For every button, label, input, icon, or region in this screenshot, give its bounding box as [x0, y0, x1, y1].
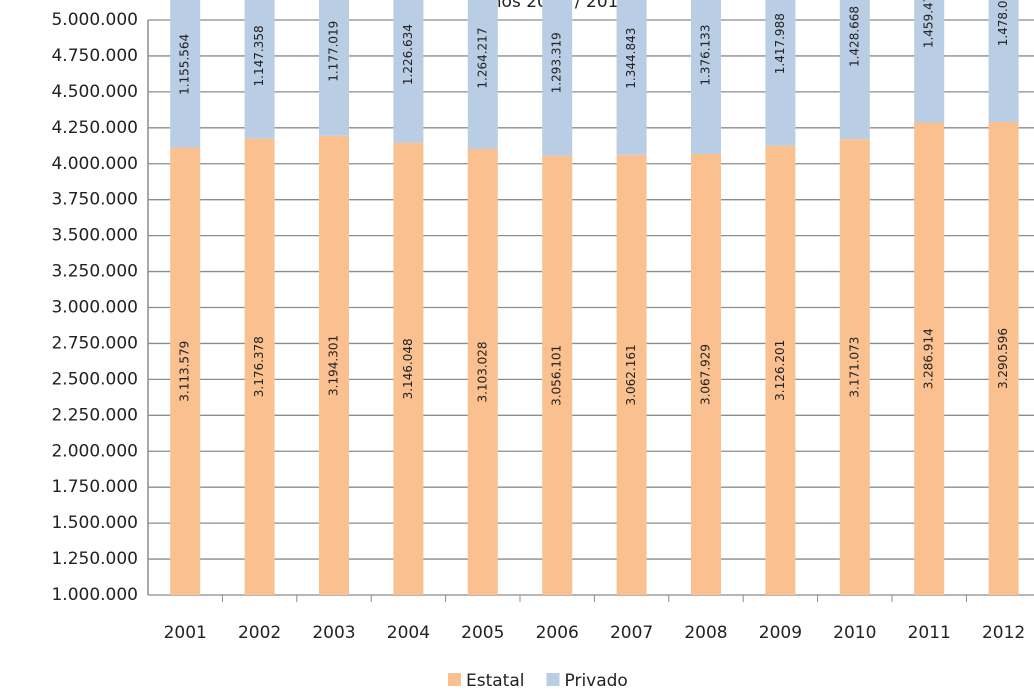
data-label: 3.146.048	[401, 338, 415, 399]
data-label: 1.417.988	[773, 13, 787, 74]
bar-segment	[914, 0, 945, 123]
bar-segment	[393, 142, 424, 595]
x-tick-label: 2006	[536, 623, 579, 643]
bar-segment	[765, 0, 796, 146]
bar-segment	[170, 0, 201, 148]
y-tick-label: 1.000.000	[51, 585, 138, 605]
x-tick-label: 2005	[461, 623, 504, 643]
y-tick-label: 2.750.000	[51, 333, 138, 353]
x-tick-label: 2004	[387, 623, 430, 643]
bar-segment	[467, 148, 498, 595]
x-tick-label: 2002	[238, 623, 281, 643]
data-label: 3.171.073	[847, 337, 861, 398]
x-tick-label: 2009	[759, 623, 802, 643]
bar-segment	[319, 0, 349, 136]
y-tick-label: 1.250.000	[51, 549, 138, 569]
y-tick-label: 3.500.000	[51, 226, 138, 246]
bar-segment	[616, 0, 647, 155]
x-tick-label: 2010	[833, 623, 876, 643]
y-tick-label: 4.000.000	[51, 154, 138, 174]
y-tick-label: 1.500.000	[51, 513, 138, 533]
bar-segment	[319, 135, 349, 596]
bar-segment	[988, 0, 1019, 122]
data-label: 1.293.319	[550, 32, 564, 93]
bar-segment	[542, 155, 573, 595]
x-tick-label: 2007	[610, 623, 653, 643]
bar-segment	[839, 139, 870, 595]
data-label: 3.062.161	[624, 344, 638, 405]
bar-segment	[914, 122, 945, 596]
x-tick-label: 2001	[164, 623, 207, 643]
data-label: 3.176.378	[252, 336, 266, 397]
bar-segment	[244, 0, 275, 139]
legend-label: Estatal	[466, 671, 525, 691]
bar-segment	[393, 0, 424, 143]
x-tick-label: 2003	[312, 623, 355, 643]
data-label: 1.177.019	[327, 21, 341, 82]
data-label: 1.264.217	[475, 28, 489, 89]
data-label: 3.126.201	[773, 340, 787, 401]
data-label: 3.113.579	[178, 341, 192, 402]
bar-segment	[988, 121, 1019, 596]
bar-segment	[839, 0, 870, 140]
y-tick-label: 1.750.000	[51, 477, 138, 497]
bar-segment	[616, 154, 647, 595]
data-label: 1.155.564	[178, 34, 192, 95]
data-label: 3.290.596	[996, 328, 1010, 389]
bar-segment	[542, 0, 573, 156]
data-label: 3.067.929	[699, 344, 713, 405]
x-tick-label: 2012	[982, 623, 1025, 643]
x-tick-label: 2008	[684, 623, 727, 643]
data-label: 1.459.478	[922, 0, 936, 48]
bar-segment	[691, 0, 721, 154]
y-tick-label: 3.000.000	[51, 298, 138, 318]
data-label: 3.286.914	[922, 328, 936, 389]
data-label: 1.478.033	[996, 0, 1010, 46]
bar-segment	[170, 147, 201, 595]
y-tick-label: 4.250.000	[51, 118, 138, 138]
data-label: 3.194.301	[327, 335, 341, 396]
data-label: 1.226.634	[401, 24, 415, 85]
y-tick-label: 3.750.000	[51, 190, 138, 210]
legend-swatch	[546, 673, 560, 686]
legend-swatch	[448, 673, 461, 686]
bar-segment	[467, 0, 498, 149]
y-tick-label: 2.000.000	[51, 441, 138, 461]
data-label: 1.428.668	[847, 6, 861, 67]
data-label: 1.147.358	[252, 25, 266, 86]
data-label: 1.344.843	[624, 28, 638, 89]
bar-segment	[244, 138, 275, 595]
y-tick-label: 5.000.000	[51, 10, 138, 30]
y-tick-label: 2.500.000	[51, 369, 138, 389]
y-tick-label: 4.500.000	[51, 82, 138, 102]
data-label: 1.376.133	[699, 25, 713, 86]
data-label: 3.056.101	[550, 345, 564, 406]
y-tick-label: 3.250.000	[51, 262, 138, 282]
legend-label: Privado	[565, 671, 628, 691]
y-tick-label: 4.750.000	[51, 46, 138, 66]
bar-segment	[691, 153, 721, 595]
x-tick-label: 2011	[908, 623, 951, 643]
data-label: 3.103.028	[475, 341, 489, 402]
y-tick-label: 2.250.000	[51, 405, 138, 425]
bar-segment	[765, 145, 796, 595]
